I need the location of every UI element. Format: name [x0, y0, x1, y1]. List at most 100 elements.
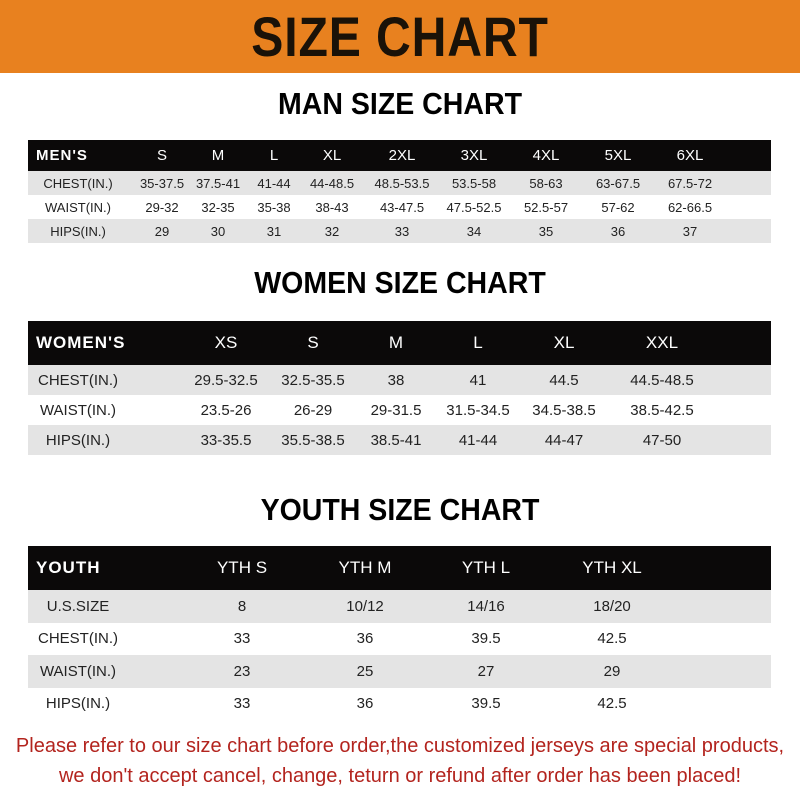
measurement-value: 33 — [233, 695, 251, 713]
men-chart-title: MAN SIZE CHART — [277, 86, 523, 121]
banner-title: SIZE CHART — [251, 5, 549, 68]
measurement-value: 52.5-57 — [523, 199, 569, 215]
measurement-value: 62-66.5 — [667, 199, 713, 215]
size-header-cell: XL — [553, 333, 575, 352]
measurement-value: 36 — [356, 695, 374, 713]
measurement-value: 14/16 — [467, 597, 505, 615]
measurement-value: 23 — [233, 662, 251, 680]
measurement-value: 29-32 — [145, 199, 179, 215]
measurement-value: 42.5 — [597, 695, 627, 713]
measurement-value: 35.5-38.5 — [281, 431, 345, 449]
measurement-value: 41-44 — [257, 175, 291, 191]
measurement-label: HIPS(IN.) — [45, 431, 111, 449]
table-category-label: YOUTH — [36, 558, 101, 577]
table-header-row: YOUTH YTH S YTH M YTH L YTH XL — [28, 546, 771, 590]
measurement-label: WAIST(IN.) — [39, 662, 117, 680]
measurement-value: 57-62 — [601, 199, 635, 215]
measurement-value: 32-35 — [201, 199, 235, 215]
measurement-value: 39.5 — [471, 630, 501, 648]
notice-line-2: we don't accept cancel, change, teturn o… — [58, 765, 742, 787]
measurement-value: 41-44 — [458, 431, 498, 449]
measurement-value: 29 — [603, 662, 621, 680]
table-category-label: WOMEN'S — [36, 333, 126, 352]
measurement-value: 36 — [610, 223, 626, 239]
table-row: WAIST(IN.) 29-32 32-35 35-38 38-43 43-47.5 47.… — [28, 195, 771, 219]
table-row: WAIST(IN.) 23.5-26 26-29 29-31.5 31.5-34.5 34… — [28, 395, 771, 425]
size-header-cell: 2XL — [388, 147, 416, 164]
measurement-value: 29-31.5 — [370, 401, 422, 419]
measurement-value: 41 — [469, 371, 487, 389]
size-header-cell: YTH XL — [582, 558, 642, 577]
size-header-cell: 4XL — [532, 147, 560, 164]
measurement-value: 31 — [266, 223, 282, 239]
measurement-value: 29 — [154, 223, 170, 239]
measurement-label: CHEST(IN.) — [38, 630, 118, 648]
measurement-value: 25 — [356, 662, 374, 680]
women-chart-title: WOMEN SIZE CHART — [254, 265, 546, 300]
measurement-value: 23.5-26 — [200, 401, 252, 419]
size-header-cell: L — [269, 147, 279, 164]
notice-line-1: Please refer to our size chart before or… — [15, 735, 785, 757]
measurement-value: 38 — [387, 371, 405, 389]
size-header-cell: M — [388, 333, 404, 352]
table-row: HIPS(IN.) 29 30 31 32 33 34 35 36 37 — [28, 219, 771, 243]
measurement-value: 47-50 — [642, 431, 682, 449]
size-header-cell: XL — [322, 147, 342, 164]
measurement-value: 53.5-58 — [451, 175, 497, 191]
measurement-value: 37 — [682, 223, 698, 239]
size-chart-banner: SIZE CHART — [0, 0, 800, 73]
size-header-cell: 6XL — [676, 147, 704, 164]
table-header-row: WOMEN'S XS S M L XL XXL — [28, 321, 771, 365]
measurement-value: 8 — [237, 597, 247, 615]
measurement-value: 35-38 — [257, 199, 291, 215]
size-header-cell: XXL — [645, 333, 679, 352]
measurement-value: 35 — [538, 223, 554, 239]
table-row: CHEST(IN.) 29.5-32.5 32.5-35.5 38 41 44.5 44.5… — [28, 365, 771, 395]
measurement-value: 35-37.5 — [139, 175, 185, 191]
measurement-value: 67.5-72 — [667, 175, 713, 191]
measurement-value: 43-47.5 — [379, 199, 425, 215]
measurement-value: 30 — [210, 223, 226, 239]
measurement-label: WAIST(IN.) — [39, 401, 117, 419]
measurement-value: 10/12 — [346, 597, 384, 615]
table-row: U.S.SIZE 8 10/12 14/16 18/20 — [28, 590, 771, 623]
measurement-value: 27 — [477, 662, 495, 680]
size-header-cell: M — [211, 147, 225, 164]
measurement-value: 58-63 — [529, 175, 563, 191]
measurement-value: 34 — [466, 223, 482, 239]
measurement-value: 38.5-42.5 — [630, 401, 694, 419]
table-row: CHEST(IN.) 35-37.5 37.5-41 41-44 44-48.5 48.5… — [28, 171, 771, 195]
size-header-cell: S — [156, 147, 168, 164]
measurement-value: 37.5-41 — [195, 175, 241, 191]
size-header-cell: 5XL — [604, 147, 632, 164]
size-header-cell: YTH M — [338, 558, 392, 577]
measurement-label: CHEST(IN.) — [38, 371, 118, 389]
measurement-value: 34.5-38.5 — [532, 401, 596, 419]
size-header-cell: XS — [214, 333, 238, 352]
measurement-value: 39.5 — [471, 695, 501, 713]
measurement-value: 63-67.5 — [595, 175, 641, 191]
measurement-label: HIPS(IN.) — [50, 223, 106, 239]
measurement-value: 33-35.5 — [200, 431, 252, 449]
table-row: HIPS(IN.) 33 36 39.5 42.5 — [28, 687, 771, 720]
size-header-cell: YTH S — [216, 558, 268, 577]
measurement-value: 31.5-34.5 — [446, 401, 510, 419]
measurement-value: 44-48.5 — [309, 175, 355, 191]
measurement-value: 38-43 — [315, 199, 349, 215]
table-row: WAIST(IN.) 23 25 27 29 — [28, 655, 771, 688]
measurement-value: 32 — [324, 223, 340, 239]
measurement-value: 44.5-48.5 — [630, 371, 694, 389]
measurement-label: HIPS(IN.) — [45, 695, 111, 713]
measurement-label: CHEST(IN.) — [43, 175, 113, 191]
table-row: CHEST(IN.) 33 36 39.5 42.5 — [28, 622, 771, 655]
table-row: HIPS(IN.) 33-35.5 35.5-38.5 38.5-41 41-44 44-… — [28, 425, 771, 455]
measurement-value: 48.5-53.5 — [374, 175, 430, 191]
measurement-label: WAIST(IN.) — [45, 199, 111, 215]
measurement-value: 18/20 — [593, 597, 631, 615]
size-header-cell: YTH L — [461, 558, 511, 577]
measurement-value: 44-47 — [544, 431, 584, 449]
measurement-value: 42.5 — [597, 630, 627, 648]
measurement-value: 38.5-41 — [370, 431, 422, 449]
youth-chart-title: YOUTH SIZE CHART — [260, 492, 540, 527]
